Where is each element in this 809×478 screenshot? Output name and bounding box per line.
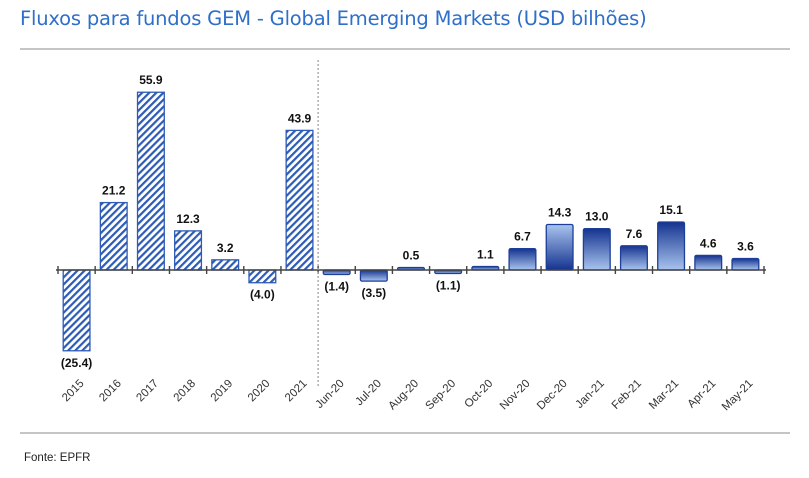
top-divider xyxy=(20,48,790,50)
value-label: 3.2 xyxy=(217,241,234,255)
bar-2016 xyxy=(99,201,128,271)
bar-jul-20 xyxy=(359,269,388,282)
value-label: 15.1 xyxy=(659,203,683,217)
category-label: 2016 xyxy=(97,378,124,405)
bar-chart: (25.4) 21.2 55.9 12.3 3.2 (4.0) 43.9 (1.4) (3.5)… xyxy=(56,60,766,414)
value-label: (1.1) xyxy=(436,278,461,292)
value-label: (25.4) xyxy=(61,356,92,370)
category-label: Jun-20 xyxy=(313,378,346,411)
value-label: 21.2 xyxy=(102,184,126,198)
chart-title: Fluxos para fundos GEM - Global Emerging… xyxy=(20,7,647,30)
bar-may-21 xyxy=(731,257,760,271)
value-label: 7.6 xyxy=(626,227,643,241)
category-label: Aug-20 xyxy=(386,378,421,413)
value-label: 12.3 xyxy=(176,212,200,226)
category-label: 2019 xyxy=(209,378,236,405)
category-label: Jul-20 xyxy=(353,378,384,409)
bar-nov-20 xyxy=(508,248,537,271)
value-label: 0.5 xyxy=(403,249,420,263)
source-note: Fonte: EPFR xyxy=(24,452,91,464)
value-label: (1.4) xyxy=(324,279,349,293)
bar-2020 xyxy=(248,269,277,284)
value-label: 6.7 xyxy=(514,230,531,244)
category-label: Feb-21 xyxy=(610,378,644,412)
value-label: 55.9 xyxy=(139,73,163,87)
category-label: Oct-20 xyxy=(463,378,496,411)
bar-jan-21 xyxy=(582,228,611,271)
value-label: 14.3 xyxy=(548,206,572,220)
category-label: 2015 xyxy=(60,378,87,405)
bar-2021 xyxy=(285,129,314,271)
category-label: Mar-21 xyxy=(647,378,681,412)
bar-dec-20 xyxy=(545,223,574,271)
bar-2018 xyxy=(174,230,203,271)
bottom-divider xyxy=(20,432,790,434)
category-label: Dec-20 xyxy=(535,378,570,413)
category-label: Sep-20 xyxy=(424,378,459,413)
category-label: Nov-20 xyxy=(498,378,533,413)
bar-2019 xyxy=(211,259,240,271)
category-label: 2020 xyxy=(246,378,273,405)
category-label: May-21 xyxy=(720,378,756,414)
bar-2017 xyxy=(136,91,165,271)
value-label: 4.6 xyxy=(700,236,717,250)
value-label: (3.5) xyxy=(361,286,386,300)
category-label: Apr-21 xyxy=(685,378,718,411)
value-label: 13.0 xyxy=(585,210,609,224)
category-label: 2021 xyxy=(283,378,310,405)
value-label: 3.6 xyxy=(737,240,754,254)
value-label: 43.9 xyxy=(288,111,312,125)
category-label: 2018 xyxy=(172,378,199,405)
bar-apr-21 xyxy=(694,254,723,271)
bar-2015 xyxy=(62,269,91,352)
bar-feb-21 xyxy=(619,245,648,271)
category-label: 2017 xyxy=(134,378,161,405)
value-label: 1.1 xyxy=(477,248,494,262)
bar-mar-21 xyxy=(657,221,686,271)
value-label: (4.0) xyxy=(250,288,275,302)
category-label: Jan-21 xyxy=(574,378,607,411)
